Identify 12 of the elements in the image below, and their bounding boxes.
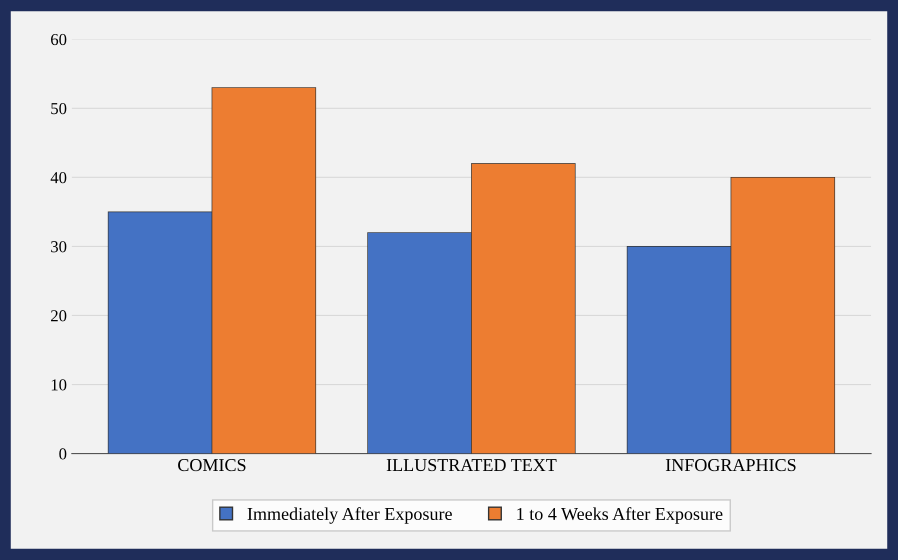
legend-label: Immediately After Exposure [248,507,452,524]
y-tick-label: 10 [52,379,66,390]
y-tick-label: 60 [51,34,66,46]
x-tick-label: ILLUSTRATED TEXT [386,459,556,472]
x-tick-label: COMICS [178,459,246,472]
x-tick-label: INFOGRAPHICS [666,459,796,472]
y-tick-label: 40 [50,172,66,184]
y-tick-label: 20 [51,310,66,322]
y-tick-label: 30 [51,241,66,252]
y-tick-label: 0 [59,448,66,460]
legend-label: 1 to 4 Weeks After Exposure [517,507,722,524]
y-tick-label: 50 [51,102,66,114]
